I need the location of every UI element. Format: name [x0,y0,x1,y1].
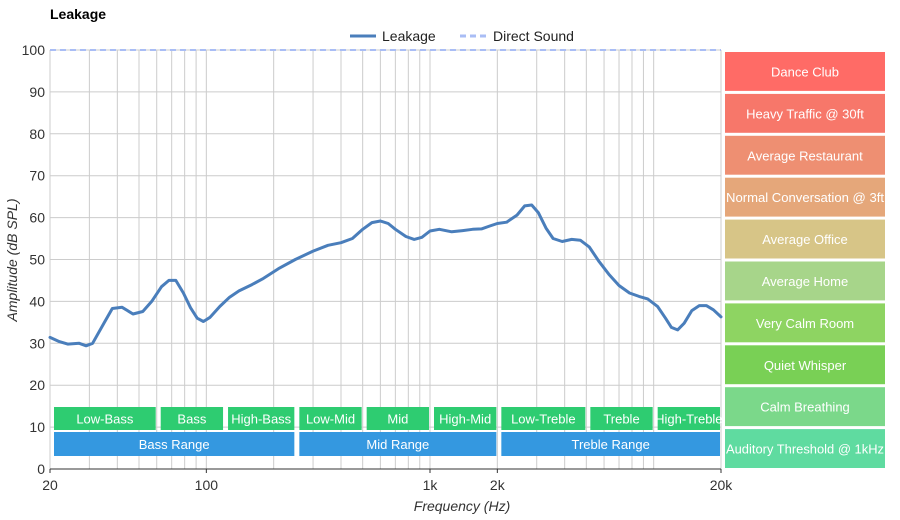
band-label-mid-range: Mid Range [366,437,429,452]
ref-level-heavy-traffic-30ft [725,93,885,133]
legend-item-direct-sound[interactable]: Direct Sound [460,28,574,44]
band-label-low-treble: Low-Treble [511,412,576,427]
y-tick-label: 20 [29,377,45,393]
ref-label-heavy-traffic-30ft: Heavy Traffic @ 30ft [746,106,864,121]
legend-label-direct-sound: Direct Sound [493,28,574,44]
x-tick-label: 2k [490,477,506,493]
band-bass-range [54,432,295,456]
band-mid-range [299,432,497,456]
band-label-high-treble: High-Treble [655,412,722,427]
legend: Leakage Direct Sound [350,28,574,44]
band-high-bass [228,407,295,430]
band-label-high-mid: High-Mid [439,412,491,427]
chart-title: Leakage [50,6,106,22]
y-tick-label: 10 [29,419,45,435]
ref-label-average-restaurant: Average Restaurant [747,148,863,163]
ref-level-auditory-threshold-1khz [725,429,885,468]
ref-level-quiet-whisper [725,345,885,385]
x-tick-label: 20k [710,477,734,493]
x-tick-label: 20 [42,477,58,493]
ref-level-average-restaurant [725,135,885,175]
ref-label-average-office: Average Office [762,232,848,247]
ref-level-very-calm-room [725,303,885,343]
band-mid [366,407,430,430]
grid [49,49,722,470]
ref-label-quiet-whisper: Quiet Whisper [764,358,847,373]
ref-label-average-home: Average Home [762,274,848,289]
y-tick-label: 30 [29,335,45,351]
ref-level-average-office [725,219,885,259]
y-tick-label: 60 [29,210,45,226]
frequency-bands: Low-Bass Bass High-Bass Low-Mid Mid High-Mid L… [54,407,723,456]
ref-label-auditory-threshold-1khz: Auditory Threshold @ 1kHz [726,442,884,457]
ref-level-normal-conversation-3ft [725,177,885,217]
y-tick-label: 80 [29,126,45,142]
ref-level-calm-breathing [725,387,885,427]
band-label-bass-range: Bass Range [139,437,210,452]
band-high-mid [434,407,497,430]
band-label-treble-range: Treble Range [572,437,650,452]
ref-label-normal-conversation-3ft: Normal Conversation @ 3ft [726,190,884,205]
band-label-low-bass: Low-Bass [76,412,134,427]
ref-level-average-home [725,261,885,301]
reference-levels: Dance Club Heavy Traffic @ 30ft Average Re… [725,52,885,468]
band-label-mid: Mid [387,412,408,427]
series-line-leakage [48,203,723,348]
band-high-treble [657,407,720,430]
band-bass [160,407,224,430]
y-tick-label: 50 [29,252,45,268]
band-label-treble: Treble [603,412,639,427]
band-low-mid [299,407,362,430]
band-label-low-mid: Low-Mid [306,412,355,427]
band-label-high-bass: High-Bass [231,412,291,427]
y-axis-label: Amplitude (dB SPL) [4,199,20,323]
y-tick-label: 70 [29,168,45,184]
band-label-bass: Bass [177,412,206,427]
ref-label-dance-club: Dance Club [771,64,839,79]
legend-label-leakage: Leakage [382,28,436,44]
x-axis-ticks: 20 100 1k 2k 20k [42,469,733,493]
x-tick-label: 1k [423,477,439,493]
y-tick-label: 0 [37,461,45,477]
ref-level-dance-club [725,52,885,91]
series-lines [48,49,723,348]
y-axis-ticks: 0 10 20 30 40 50 60 70 80 90 100 [22,42,46,477]
y-tick-label: 90 [29,84,45,100]
x-tick-label: 100 [195,477,219,493]
legend-item-leakage[interactable]: Leakage [350,28,436,44]
ref-label-very-calm-room: Very Calm Room [756,316,854,331]
band-low-bass [54,407,156,430]
x-axis-label: Frequency (Hz) [414,498,510,514]
ref-label-calm-breathing: Calm Breathing [760,400,850,415]
band-low-treble [501,407,586,430]
band-treble-range [501,432,720,456]
band-treble [590,407,653,430]
y-tick-label: 40 [29,293,45,309]
y-tick-label: 100 [22,42,46,58]
